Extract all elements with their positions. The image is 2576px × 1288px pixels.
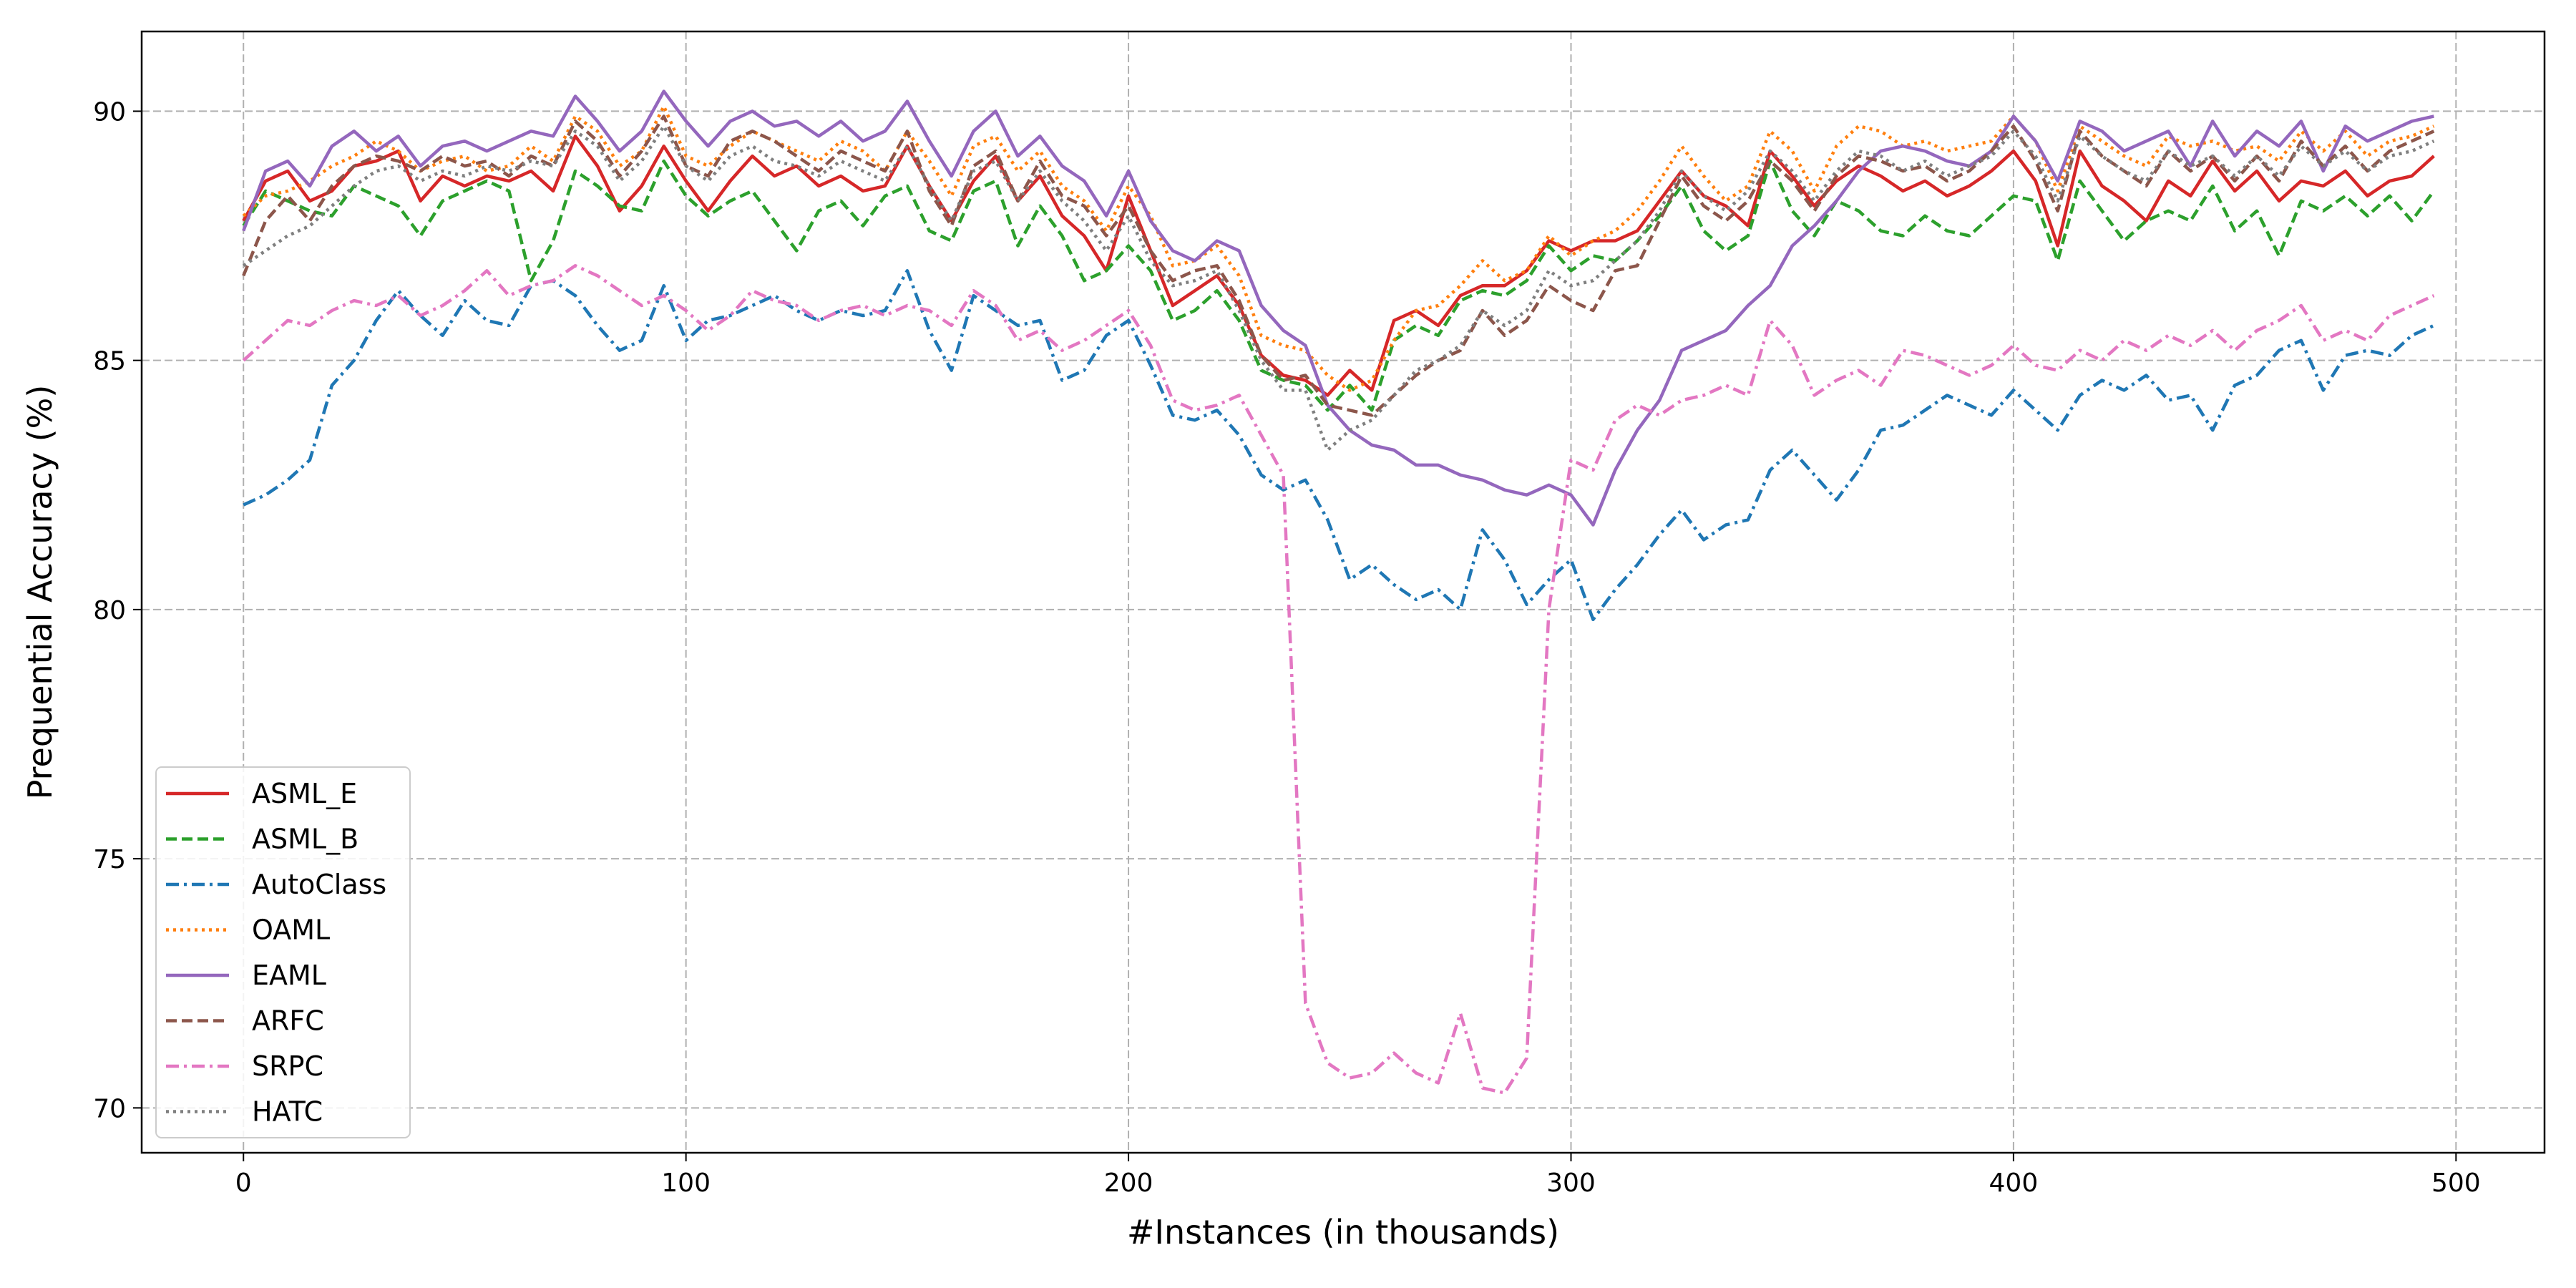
legend-label: OAML	[252, 914, 330, 946]
legend-box	[155, 766, 411, 1138]
x-tick-label: 300	[1546, 1169, 1596, 1198]
x-tick-label: 500	[2431, 1169, 2481, 1198]
series-lines	[242, 89, 2436, 1095]
y-tick-label: 70	[93, 1094, 126, 1123]
series-line-arfc	[242, 114, 2435, 417]
legend-label: EAML	[252, 960, 326, 991]
legend-label: ARFC	[252, 1005, 324, 1037]
plot-frame	[140, 30, 2546, 1154]
legend-label: ASML_B	[252, 824, 358, 855]
x-tick-label: 0	[235, 1169, 252, 1198]
y-axis-label: Prequential Accuracy (%)	[21, 385, 59, 800]
legend-label: HATC	[252, 1096, 323, 1128]
y-tick-label: 75	[93, 845, 126, 874]
series-line-autoclass	[243, 269, 2435, 622]
legend-label: ASML_E	[252, 778, 357, 809]
series-line-eaml	[242, 89, 2434, 527]
x-axis-label: #Instances (in thousands)	[1127, 1213, 1559, 1252]
y-tick-label: 85	[93, 347, 126, 376]
x-tick-label: 100	[661, 1169, 711, 1198]
series-line-oaml	[242, 104, 2435, 392]
legend: ASML_E ASML_B AutoClass OAML EAML ARFC SRPC HAT…	[155, 766, 411, 1138]
axis-ticks: 0 100 200 300 400 500 70 75 80 85 90	[93, 97, 2480, 1198]
y-tick-label: 80	[93, 596, 126, 625]
series-line-asml-b	[242, 159, 2436, 412]
series-line-srpc	[242, 264, 2435, 1095]
y-tick-label: 90	[93, 97, 126, 127]
x-tick-label: 400	[1989, 1169, 2039, 1198]
legend-label: SRPC	[252, 1050, 323, 1082]
x-tick-label: 200	[1104, 1169, 1153, 1198]
legend-label: AutoClass	[252, 869, 386, 900]
